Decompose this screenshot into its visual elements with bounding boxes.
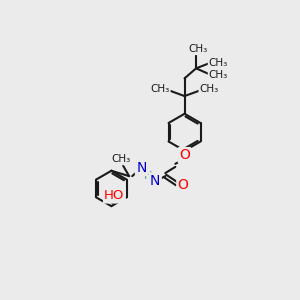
Text: CH₃: CH₃	[150, 84, 170, 94]
Text: H: H	[144, 171, 152, 181]
Text: CH₃: CH₃	[209, 70, 228, 80]
Text: CH₃: CH₃	[200, 84, 219, 94]
Text: HO: HO	[104, 189, 124, 202]
Text: CH₃: CH₃	[209, 58, 228, 68]
Text: N: N	[136, 161, 147, 175]
Text: CH₃: CH₃	[111, 154, 130, 164]
Text: O: O	[178, 178, 188, 192]
Text: N: N	[150, 174, 160, 188]
Text: O: O	[179, 148, 190, 162]
Text: CH₃: CH₃	[189, 44, 208, 54]
